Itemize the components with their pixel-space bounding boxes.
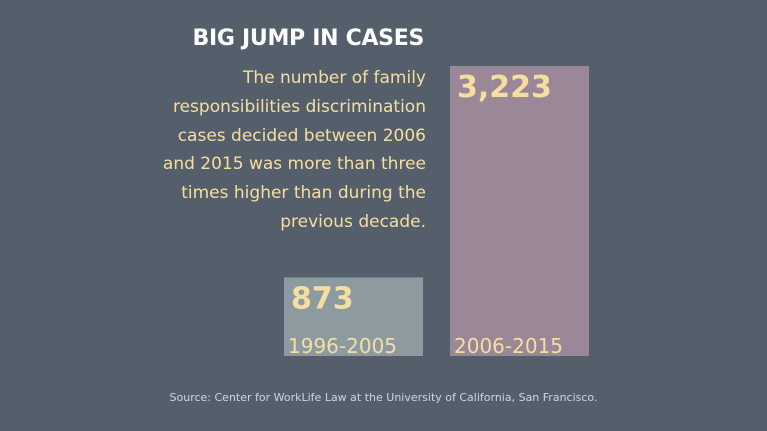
value-label-1996-2005: 873 bbox=[291, 281, 354, 316]
chart-title: BIG JUMP IN CASES bbox=[192, 26, 425, 51]
bar-1996-2005 bbox=[284, 277, 423, 356]
category-label-1996-2005: 1996-2005 bbox=[288, 334, 397, 358]
value-label-2006-2015: 3,223 bbox=[457, 70, 552, 105]
category-label-2006-2015: 2006-2015 bbox=[454, 334, 563, 358]
chart-description: The number of family responsibilities di… bbox=[162, 68, 426, 232]
bar-2006-2015 bbox=[450, 66, 589, 356]
source-note: Source: Center for WorkLife Law at the U… bbox=[169, 391, 598, 404]
